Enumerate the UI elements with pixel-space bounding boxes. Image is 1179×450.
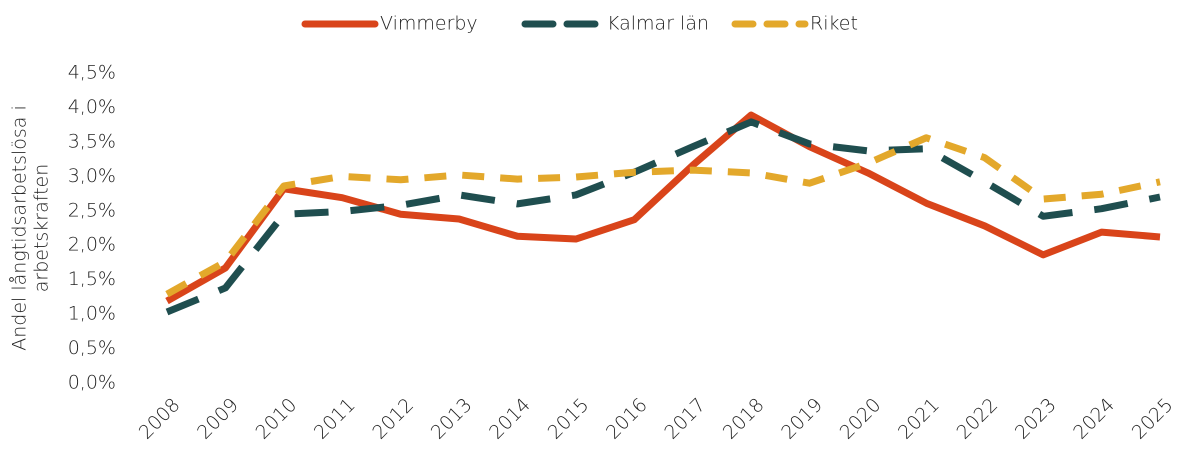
x-tick-label: 2010 (251, 394, 301, 444)
legend-label: Kalmar län (607, 13, 709, 35)
line-series (165, 111, 1161, 305)
y-tick-label: 0,0% (68, 372, 116, 394)
y-tick-label: 1,5% (68, 268, 116, 290)
legend-label: Riket (810, 13, 858, 35)
y-tick-label: 1,0% (68, 303, 116, 325)
x-tick-label: 2023 (1011, 394, 1061, 444)
y-tick-label: 4,5% (68, 62, 116, 84)
x-tick-label: 2018 (719, 394, 769, 444)
x-tick-label: 2021 (894, 394, 944, 444)
y-tick-label: 4,0% (68, 96, 116, 118)
x-tick-label: 2017 (660, 394, 710, 444)
x-tick-label: 2011 (310, 394, 360, 444)
x-tick-label: 2024 (1069, 394, 1119, 444)
y-tick-label: 2,5% (68, 199, 116, 221)
x-tick-label: 2013 (427, 394, 477, 444)
y-axis-label: arbetskraften (31, 164, 53, 293)
x-tick-label: 2008 (135, 394, 185, 444)
line-series (165, 134, 1161, 298)
y-tick-label: 0,5% (68, 337, 116, 359)
line-series (165, 118, 1161, 316)
legend-label: Vimmerby (380, 13, 478, 35)
y-tick-label: 3,0% (68, 165, 116, 187)
x-tick-label: 2014 (485, 394, 535, 444)
x-tick-label: 2009 (193, 394, 243, 444)
x-tick-label: 2020 (836, 394, 886, 444)
y-tick-label: 3,5% (68, 130, 116, 152)
y-axis-label: Andel långtidsarbetslösa i (9, 105, 31, 350)
y-tick-label: 2,0% (68, 234, 116, 256)
x-tick-label: 2022 (952, 394, 1002, 444)
x-tick-label: 2015 (544, 394, 594, 444)
x-tick-label: 2025 (1128, 394, 1178, 444)
x-tick-label: 2019 (777, 394, 827, 444)
x-tick-label: 2016 (602, 394, 652, 444)
x-tick-label: 2012 (368, 394, 418, 444)
